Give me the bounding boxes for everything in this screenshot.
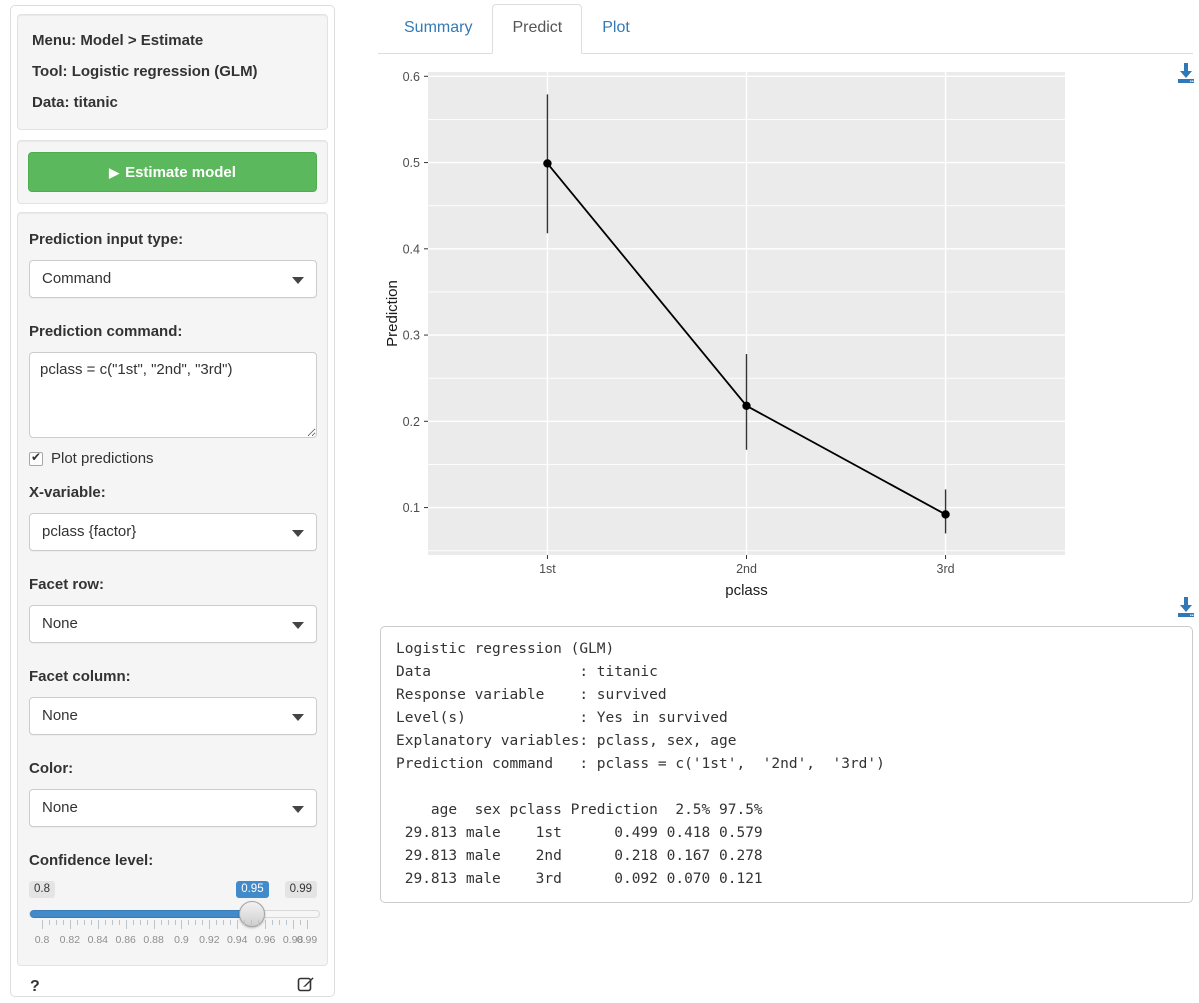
x-variable-value: pclass {factor} <box>42 523 137 540</box>
svg-text:0.3: 0.3 <box>403 329 420 343</box>
svg-text:0.5: 0.5 <box>403 156 420 170</box>
slider-bar <box>30 910 253 918</box>
facet-column-select[interactable]: None <box>29 697 317 735</box>
svg-text:1st: 1st <box>539 562 556 576</box>
confidence-level-label: Confidence level: <box>29 852 154 869</box>
prediction-output-box: Logistic regression (GLM) Data : titanic… <box>380 626 1193 903</box>
color-select[interactable]: None <box>29 789 317 827</box>
svg-text:0.2: 0.2 <box>403 415 420 429</box>
edit-report-icon[interactable] <box>297 975 315 998</box>
color-value: None <box>42 799 78 816</box>
prediction-plot: 0.1 0.2 0.3 0.4 0.5 0.6 1st 2nd 3rd pclass Predict… <box>378 62 1192 602</box>
dataset-name: Data: titanic <box>32 94 118 111</box>
facet-row-value: None <box>42 615 78 632</box>
estimate-model-button[interactable]: ▶ Estimate model <box>28 152 317 192</box>
input-type-value: Command <box>42 270 112 287</box>
plot-predictions-label: Plot predictions <box>51 450 154 467</box>
help-icon[interactable]: ? <box>30 977 40 995</box>
command-label: Prediction command: <box>29 323 183 340</box>
plot-predictions-checkbox[interactable] <box>29 450 43 466</box>
slider-min-label: 0.8 <box>29 881 55 898</box>
sidebar-footer: ? <box>17 975 328 998</box>
input-type-label: Prediction input type: <box>29 231 184 248</box>
prediction-plot-svg: 0.1 0.2 0.3 0.4 0.5 0.6 1st 2nd 3rd pclass Predict… <box>384 70 1065 599</box>
chevron-down-icon <box>292 714 304 721</box>
slider-max-label: 0.99 <box>284 881 317 898</box>
tab-summary[interactable]: Summary <box>404 19 473 36</box>
prediction-settings-panel: Prediction input type: Command Predictio… <box>17 212 328 966</box>
facet-row-select[interactable]: None <box>29 605 317 643</box>
svg-text:0.1: 0.1 <box>403 501 420 515</box>
chevron-down-icon <box>292 277 304 284</box>
chevron-down-icon <box>292 530 304 537</box>
result-tabs: Summary Predict Plot <box>378 0 1193 54</box>
color-label: Color: <box>29 760 74 777</box>
sidebar: Menu: Model > Estimate Tool: Logistic re… <box>10 5 335 997</box>
svg-text:2nd: 2nd <box>736 562 757 576</box>
svg-text:0.6: 0.6 <box>403 70 420 84</box>
tab-predict[interactable]: Predict <box>492 4 583 54</box>
slider-handle[interactable] <box>239 901 266 927</box>
download-data-icon[interactable] <box>1176 596 1196 618</box>
download-plot-icon[interactable] <box>1176 62 1196 84</box>
chevron-down-icon <box>292 622 304 629</box>
menu-breadcrumb: Menu: Model > Estimate <box>32 32 204 49</box>
tab-plot[interactable]: Plot <box>602 19 630 36</box>
slider-track[interactable] <box>29 901 320 927</box>
prediction-command-input[interactable]: pclass = c("1st", "2nd", "3rd") <box>29 352 317 438</box>
svg-text:pclass: pclass <box>725 582 768 599</box>
plot-predictions-row: Plot predictions <box>29 450 317 467</box>
facet-row-label: Facet row: <box>29 576 105 593</box>
x-variable-label: X-variable: <box>29 484 106 501</box>
estimate-panel: ▶ Estimate model <box>17 140 328 204</box>
confidence-slider[interactable]: 0.8 0.95 0.99 0.8 0.82 0.84 0.86 0.88 0.9 0.92… <box>29 881 320 953</box>
play-icon: ▶ <box>109 164 120 180</box>
svg-text:3rd: 3rd <box>937 562 955 576</box>
tool-name: Tool: Logistic regression (GLM) <box>32 63 258 80</box>
chevron-down-icon <box>292 806 304 813</box>
facet-column-label: Facet column: <box>29 668 131 685</box>
svg-text:Prediction: Prediction <box>384 280 401 347</box>
x-variable-select[interactable]: pclass {factor} <box>29 513 317 551</box>
model-info-panel: Menu: Model > Estimate Tool: Logistic re… <box>17 14 328 130</box>
facet-column-value: None <box>42 707 78 724</box>
slider-grid: 0.8 0.82 0.84 0.86 0.88 0.9 0.92 0.94 0.96 0.98 0.… <box>29 920 320 952</box>
prediction-output-text: Logistic regression (GLM) Data : titanic… <box>396 641 885 887</box>
input-type-select[interactable]: Command <box>29 260 317 298</box>
slider-value-label: 0.95 <box>236 881 269 898</box>
svg-text:0.4: 0.4 <box>403 242 420 256</box>
